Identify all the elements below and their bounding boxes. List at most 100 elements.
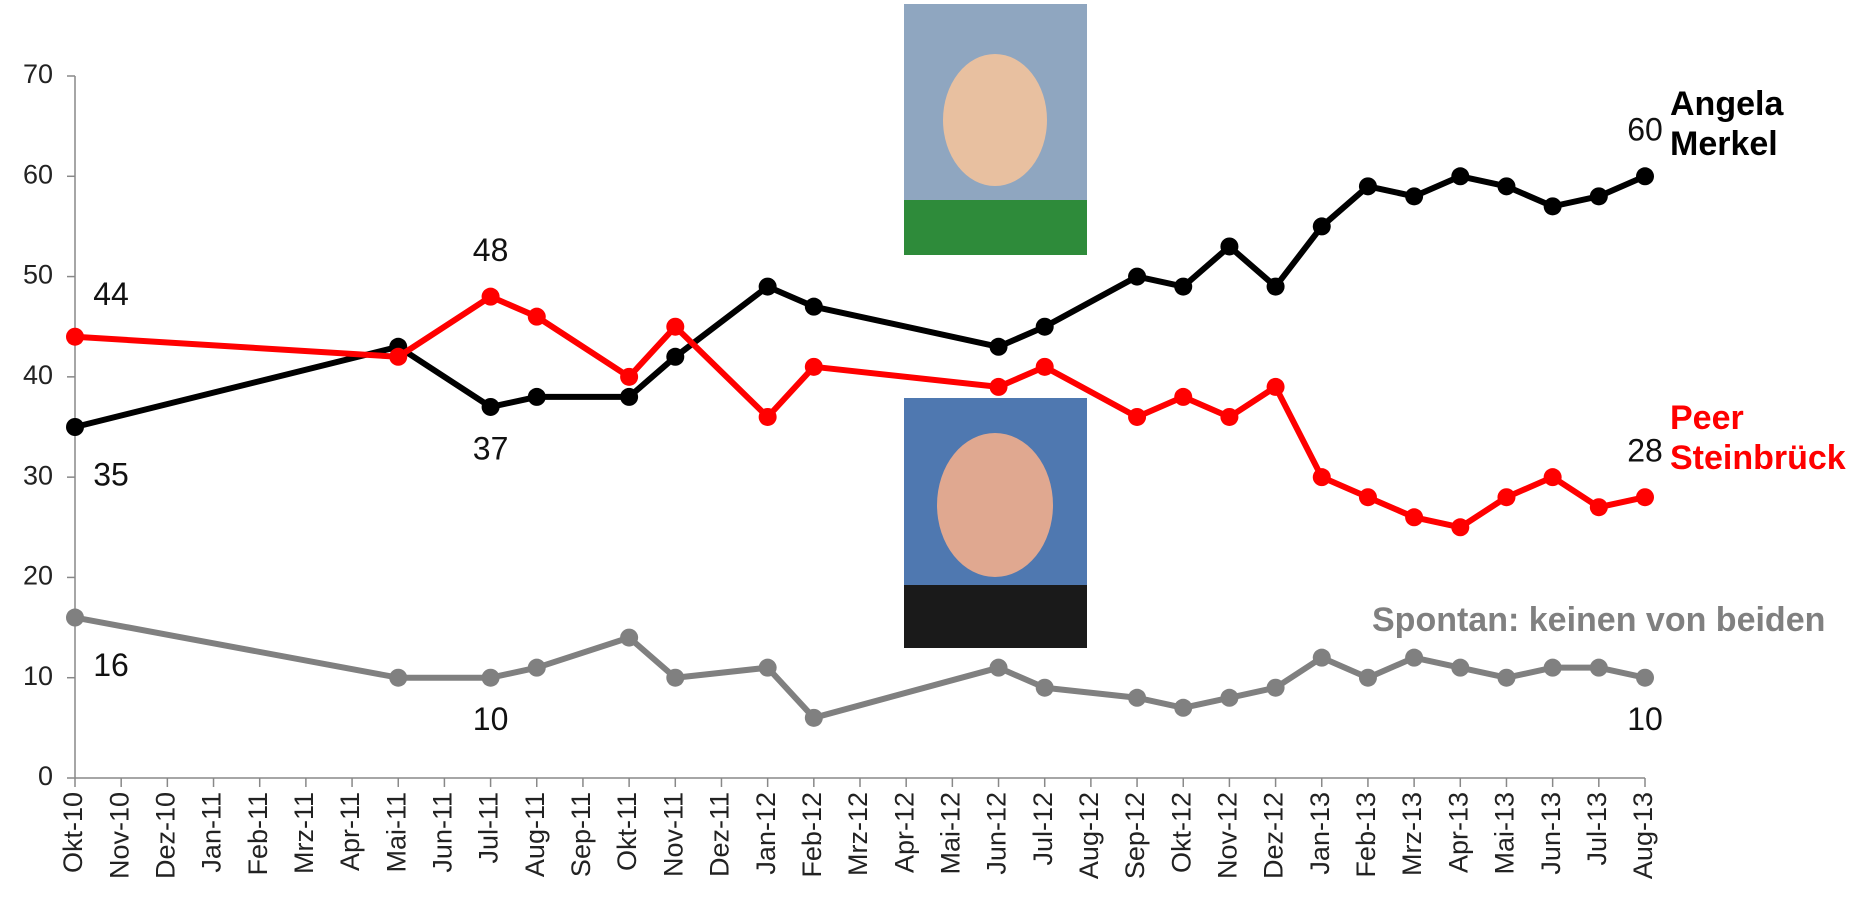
point xyxy=(1220,407,1239,426)
point xyxy=(1312,468,1331,487)
x-tick-label: Mai-13 xyxy=(1490,792,1520,875)
point xyxy=(1358,177,1377,196)
line-segment xyxy=(626,323,679,380)
point xyxy=(389,347,408,366)
point xyxy=(1636,488,1654,507)
point xyxy=(1405,187,1424,206)
point xyxy=(1589,498,1608,517)
point xyxy=(527,307,546,326)
x-tick-label: Apr-13 xyxy=(1443,792,1473,873)
point xyxy=(481,668,500,687)
line-segment xyxy=(1318,183,1371,230)
y-tick-label: 40 xyxy=(23,360,53,390)
point xyxy=(1497,668,1516,687)
x-tick-label: Okt-12 xyxy=(1166,792,1196,873)
x-tick-label: Jan-12 xyxy=(751,792,781,875)
x-tick-label: Jul-12 xyxy=(1028,792,1058,866)
point xyxy=(1128,407,1147,426)
y-tick-label: 60 xyxy=(23,159,53,189)
line-segment xyxy=(533,634,633,671)
point xyxy=(1035,678,1054,697)
line-segment xyxy=(672,283,771,360)
line-segment xyxy=(626,634,679,681)
x-tick-label: Jul-11 xyxy=(474,792,504,864)
data-label: 10 xyxy=(473,701,509,737)
x-tick-label: Feb-11 xyxy=(243,792,273,876)
x-tick-label: Mrz-11 xyxy=(289,792,319,874)
y-tick-label: 0 xyxy=(38,761,53,791)
x-tick-label: Dez-11 xyxy=(705,792,735,877)
line-segment xyxy=(810,363,1002,390)
point xyxy=(1589,658,1608,677)
point xyxy=(1266,277,1285,296)
line-segment xyxy=(1226,383,1279,420)
point xyxy=(620,387,639,406)
point xyxy=(1405,648,1424,667)
x-tick-label: Aug-13 xyxy=(1628,792,1658,879)
line-segment xyxy=(810,303,1002,350)
line-segment xyxy=(672,664,771,681)
data-label: 28 xyxy=(1627,433,1663,469)
line-segment xyxy=(1041,273,1141,330)
x-tick-label: Nov-10 xyxy=(104,792,134,879)
x-tick-label: Mai-11 xyxy=(381,792,411,873)
y-tick-label: 10 xyxy=(23,661,53,691)
point xyxy=(1312,648,1331,667)
point xyxy=(620,628,639,647)
point xyxy=(1266,377,1285,396)
photo-merkel-clothes xyxy=(904,200,1087,255)
point xyxy=(989,337,1008,356)
point xyxy=(1128,688,1147,707)
line-segment xyxy=(626,353,679,400)
point xyxy=(1497,488,1516,507)
point xyxy=(1220,237,1239,256)
x-tick-label: Nov-12 xyxy=(1213,792,1243,879)
point xyxy=(666,347,685,366)
x-tick-label: Okt-10 xyxy=(58,792,88,873)
point xyxy=(1543,197,1562,216)
x-tick-label: Mrz-13 xyxy=(1397,792,1427,876)
data-label: 10 xyxy=(1627,701,1663,737)
point xyxy=(481,397,500,416)
line-segment xyxy=(1272,383,1325,481)
series-label: Angela Merkel xyxy=(1670,85,1784,163)
x-tick-label: Feb-13 xyxy=(1351,792,1381,878)
point xyxy=(1174,387,1193,406)
point xyxy=(1543,468,1562,487)
point xyxy=(666,668,685,687)
x-tick-label: Mrz-12 xyxy=(843,792,873,876)
x-tick-label: Nov-11 xyxy=(658,792,688,877)
line-segment xyxy=(395,343,494,410)
point xyxy=(758,277,777,296)
x-tick-label: Jun-11 xyxy=(428,792,458,873)
line-segment xyxy=(1041,363,1141,420)
y-tick-label: 70 xyxy=(23,59,53,89)
x-tick-label: Sep-11 xyxy=(566,792,596,877)
point xyxy=(804,297,823,316)
line-segment xyxy=(1226,243,1279,290)
point xyxy=(804,357,823,376)
point xyxy=(758,407,777,426)
photo-steinbrueck-face xyxy=(937,433,1053,577)
data-label: 44 xyxy=(93,276,129,312)
point xyxy=(1358,488,1377,507)
x-tick-label: Apr-12 xyxy=(889,792,919,873)
data-label: 60 xyxy=(1627,112,1663,148)
point xyxy=(1405,508,1424,527)
point xyxy=(1220,688,1239,707)
point xyxy=(1128,267,1147,286)
point xyxy=(1174,277,1193,296)
point xyxy=(1035,357,1054,376)
point xyxy=(1312,217,1331,236)
line-segment xyxy=(72,614,402,681)
series-label: Spontan: keinen von beiden xyxy=(1372,601,1826,639)
point xyxy=(1636,668,1654,687)
point xyxy=(1358,668,1377,687)
line-segment xyxy=(395,293,494,360)
point xyxy=(389,668,408,687)
x-tick-label: Aug-12 xyxy=(1074,792,1104,879)
point xyxy=(804,708,823,727)
point xyxy=(66,327,84,346)
line-segment xyxy=(1180,243,1233,290)
